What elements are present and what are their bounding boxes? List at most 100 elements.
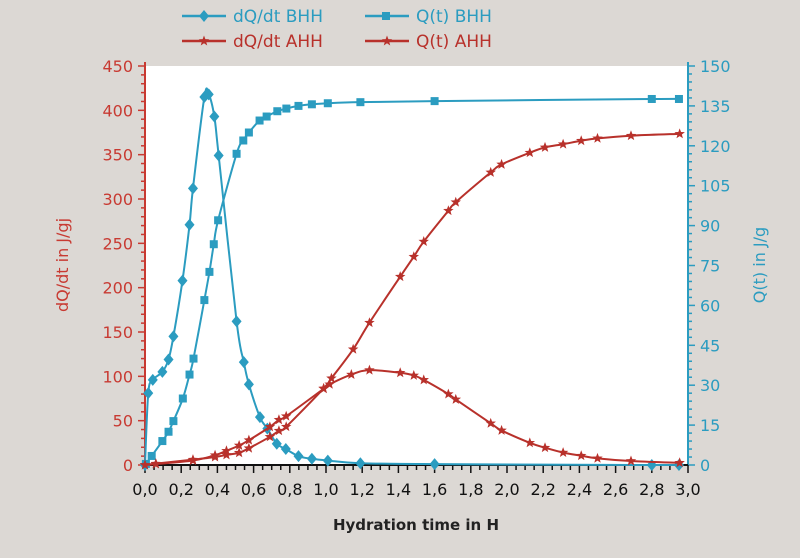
data-point-diamond: [322, 454, 333, 467]
data-point-star: [674, 128, 685, 139]
y-right-tick-label: 120: [700, 137, 731, 156]
data-point-star: [280, 421, 292, 432]
data-point-square: [323, 99, 332, 108]
data-point-star: [418, 374, 429, 385]
x-tick-label: 2,4: [567, 480, 592, 499]
data-point-diamond: [243, 378, 254, 391]
data-point-star: [450, 196, 462, 207]
star-shape: [198, 35, 210, 46]
data-point-diamond: [168, 330, 179, 343]
data-point-star: [187, 454, 199, 465]
data-point-star: [592, 452, 603, 463]
legend-label: Q(t) BHH: [416, 7, 492, 27]
data-point-star: [326, 372, 337, 383]
y-left-tick-label: 0: [123, 456, 133, 475]
y-right-tick-label: 105: [700, 177, 731, 196]
data-point-star: [221, 449, 232, 460]
data-point-star: [557, 447, 569, 458]
data-point-star: [150, 458, 162, 469]
x-tick-label: 2,6: [603, 480, 628, 499]
square-marker-icon: [382, 12, 390, 20]
data-point-star: [324, 378, 335, 389]
data-point-star: [264, 431, 276, 442]
data-point-square: [189, 354, 198, 363]
data-point-star: [557, 138, 569, 149]
y-right-tick-label: 150: [700, 57, 731, 76]
series-q-t-bhh: [141, 94, 683, 468]
data-point-square: [294, 101, 303, 110]
star-marker-icon: [198, 35, 210, 46]
data-point-square: [262, 112, 271, 121]
data-point-square: [674, 94, 683, 103]
y-right-tick-label: 0: [700, 456, 710, 475]
data-point-star: [539, 442, 551, 453]
data-point-diamond: [163, 353, 174, 366]
x-tick-label: 1,2: [349, 480, 374, 499]
diamond-marker-icon: [199, 10, 209, 22]
data-point-square: [239, 136, 248, 145]
data-point-diamond: [147, 373, 158, 386]
data-point-square: [647, 94, 656, 103]
x-tick-label: 2,8: [639, 480, 664, 499]
x-tick-label: 1,6: [422, 480, 447, 499]
data-point-star: [592, 132, 603, 143]
x-tick-label: 2,2: [530, 480, 555, 499]
data-point-star: [264, 421, 276, 432]
y-left-tick-label: 400: [102, 101, 133, 120]
data-point-square: [255, 116, 264, 125]
y-axis-right-title: Q(t) in J/g: [750, 227, 769, 303]
data-point-star: [485, 417, 496, 428]
data-point-star: [364, 364, 375, 375]
data-point-diamond: [306, 452, 317, 465]
y-left-tick-label: 200: [102, 279, 133, 298]
data-point-square: [430, 97, 439, 106]
data-point-square: [169, 417, 178, 426]
data-point-star: [233, 439, 245, 450]
data-point-star: [394, 271, 406, 282]
data-point-diamond: [280, 443, 291, 456]
data-point-star: [625, 455, 637, 466]
y-right-tick-label: 90: [700, 217, 720, 236]
y-right-tick-label: 45: [700, 336, 720, 355]
data-point-star: [496, 424, 507, 435]
data-point-square: [209, 240, 218, 249]
data-point-diamond: [231, 315, 242, 328]
data-point-star: [674, 457, 685, 468]
data-point-square: [164, 427, 173, 436]
y-axis-left-title: dQ/dt in J/gj: [53, 218, 72, 312]
data-point-square: [178, 394, 187, 403]
data-point-square: [214, 216, 223, 225]
x-tick-label: 0,2: [168, 480, 193, 499]
legend-label: Q(t) AHH: [416, 32, 492, 52]
data-point-star: [625, 130, 637, 141]
data-point-star: [575, 450, 587, 461]
data-point-star: [575, 135, 587, 146]
y-left-tick-label: 300: [102, 190, 133, 209]
legend-item-qt-bhh: Q(t) BHH: [365, 7, 492, 27]
x-tick-label: 0,4: [205, 480, 230, 499]
data-point-diamond: [187, 182, 198, 195]
data-point-diamond: [203, 88, 214, 101]
data-point-star: [450, 393, 462, 404]
data-point-diamond: [213, 149, 224, 162]
data-point-star: [139, 459, 151, 470]
star-marker-icon: [381, 35, 393, 46]
data-point-diamond: [238, 356, 249, 369]
data-point-diamond: [355, 457, 366, 470]
series-line: [144, 369, 680, 466]
data-point-star: [243, 434, 255, 445]
series-q-t-ahh: [139, 128, 685, 470]
legend: dQ/dt BHH Q(t) BHH dQ/dt AHH Q(t) AHH: [182, 7, 492, 52]
data-point-diamond: [157, 365, 168, 378]
data-point-diamond: [254, 411, 265, 424]
y-left-tick-label: 50: [113, 412, 133, 431]
legend-label: dQ/dt BHH: [233, 7, 323, 27]
y-right-tick-label: 30: [700, 376, 720, 395]
x-tick-label: 1,8: [458, 480, 483, 499]
data-point-star: [346, 369, 357, 380]
data-point-square: [232, 149, 241, 158]
data-point-star: [318, 382, 329, 393]
data-point-square: [185, 370, 194, 379]
data-point-star: [524, 147, 536, 158]
legend-item-dqdt-ahh: dQ/dt AHH: [182, 32, 323, 52]
